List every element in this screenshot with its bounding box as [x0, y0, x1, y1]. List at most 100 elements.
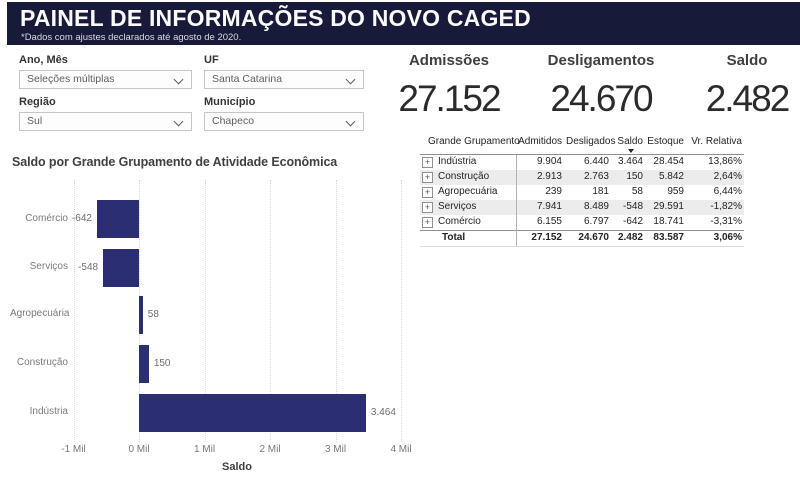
table-cell: 8.489 [583, 201, 609, 213]
table-row[interactable]: + Indústria 9.904 6.440 3.464 28.454 13,86% [420, 154, 744, 170]
filter-label: Ano, Mês [19, 54, 68, 66]
table-cell: 150 [626, 171, 643, 183]
table-row[interactable]: + Serviços 7.941 8.489 -548 29.591 -1,82% [420, 200, 744, 215]
table-cell: 6.155 [536, 216, 562, 228]
dropdown-value: Seleções múltiplas [27, 73, 115, 85]
ano-mes-dropdown[interactable]: Seleções múltiplas [19, 70, 192, 89]
table-cell: 2.763 [583, 171, 609, 183]
table-cell: Total [420, 230, 517, 247]
bar-value-label: 150 [153, 357, 171, 369]
bar-comercio[interactable] [96, 200, 139, 238]
table-cell: 181 [592, 186, 609, 198]
category-label: Indústria [29, 406, 68, 417]
chevron-down-icon [345, 74, 356, 85]
expand-icon[interactable]: + [422, 172, 433, 183]
kpi-desligamentos: Desligamentos 24.670 [516, 52, 686, 120]
table-cell: + Agropecuária [420, 185, 517, 200]
x-tick-label: 4 Mil [390, 444, 412, 455]
expand-icon[interactable]: + [422, 202, 433, 213]
table-cell: -1,82% [710, 201, 742, 213]
table-cell: 5.842 [658, 171, 684, 183]
table-cell: 9.904 [536, 156, 562, 168]
bar-industria[interactable] [139, 393, 366, 432]
x-tick-label: 2 Mil [259, 444, 281, 455]
bar-agropecuaria[interactable] [139, 295, 143, 334]
table-cell: 6.440 [583, 156, 609, 168]
filter-label: Município [204, 96, 256, 108]
table-cell: 24.670 [564, 230, 611, 247]
kpi-label: Desligamentos [547, 52, 655, 69]
table-cell: 13,86% [708, 156, 742, 168]
column-header-grande-grupamento[interactable]: Grande Grupamento [420, 133, 520, 155]
table-cell: -3,31% [710, 216, 742, 228]
table-cell: + Construção [420, 170, 517, 185]
column-header-vr-relativa[interactable]: Vr. Relativa [686, 133, 744, 155]
table-row[interactable]: + Comércio 6.155 6.797 -642 18.741 -3,31% [420, 215, 744, 231]
table-cell: 2,64% [713, 171, 742, 183]
kpi-label: Saldo [726, 52, 768, 69]
chart-title: Saldo por Grande Grupamento de Atividade… [12, 155, 338, 169]
filter-label: Região [19, 96, 56, 108]
bar-servicos[interactable] [103, 248, 139, 287]
kpi-value: 2.482 [705, 78, 791, 119]
bar-value-label: -548 [78, 261, 99, 273]
table-cell: 83.587 [645, 230, 686, 247]
filter-regiao: Região Sul [19, 96, 192, 131]
kpi-label: Admissões [408, 52, 490, 69]
expand-icon[interactable]: + [422, 157, 433, 168]
uf-dropdown[interactable]: Santa Catarina [204, 70, 364, 89]
table-cell: 29.591 [653, 201, 684, 213]
gridline [270, 180, 271, 442]
column-header-desligados[interactable]: Desligados [564, 133, 615, 155]
column-header-admitidos[interactable]: Admitidos [516, 133, 564, 155]
expand-icon[interactable]: + [422, 217, 433, 228]
expand-icon[interactable]: + [422, 187, 433, 198]
table-cell: 3,06% [686, 230, 744, 247]
kpi-value: 27.152 [398, 78, 501, 119]
table-cell: 58 [631, 186, 643, 198]
saldo-bar-chart: Saldo por Grande Grupamento de Atividade… [10, 150, 412, 484]
table-row[interactable]: + Agropecuária 239 181 58 959 6,44% [420, 185, 744, 200]
bar-construcao[interactable] [139, 344, 149, 383]
dropdown-value: Sul [27, 115, 43, 127]
sort-descending-icon [628, 149, 634, 153]
table-cell: 6.797 [583, 216, 609, 228]
regiao-dropdown[interactable]: Sul [19, 112, 192, 131]
municipio-dropdown[interactable]: Chapeco [204, 112, 364, 131]
table-cell: + Serviços [420, 200, 517, 215]
table-header-row: Grande Grupamento Admitidos Desligados S… [420, 133, 744, 155]
bar-value-label: 3.464 [370, 406, 396, 418]
x-tick-label: -1 Mil [61, 444, 86, 455]
category-label: Construção [16, 357, 68, 368]
gridline [204, 180, 206, 442]
table-cell: -642 [622, 216, 643, 228]
x-axis-label: Saldo [222, 461, 252, 473]
table-cell: 2.913 [536, 171, 562, 183]
filter-ano-mes: Ano, Mês Seleções múltiplas [19, 54, 192, 89]
gridline [401, 180, 402, 442]
table-cell: 6,44% [713, 186, 742, 198]
chevron-down-icon [345, 116, 356, 127]
kpi-value: 24.670 [550, 78, 653, 119]
column-header-saldo[interactable]: Saldo [611, 133, 645, 155]
kpi-admissoes: Admissões 27.152 [364, 52, 534, 120]
page-subtitle: *Dados com ajustes declarados até agosto… [21, 32, 242, 43]
dropdown-value: Chapeco [212, 115, 255, 127]
x-tick-label: 0 Mil [128, 444, 150, 455]
kpi-saldo: Saldo 2.482 [662, 52, 800, 120]
gridline [73, 180, 75, 442]
dropdown-value: Santa Catarina [212, 73, 283, 85]
header-bar: PAINEL DE INFORMAÇÕES DO NOVO CAGED *Dad… [7, 2, 800, 45]
table-cell: 18.741 [653, 216, 684, 228]
table-cell: -548 [622, 201, 643, 213]
table-cell: 959 [667, 186, 684, 198]
category-label: Agropecuária [10, 308, 70, 319]
filter-municipio: Município Chapeco [204, 96, 364, 131]
column-header-estoque[interactable]: Estoque [645, 133, 686, 155]
table-cell: 7.941 [536, 201, 562, 213]
table-row[interactable]: + Construção 2.913 2.763 150 5.842 2,64% [420, 170, 744, 185]
table-cell: + Indústria [420, 154, 517, 170]
table-total-row: Total 27.152 24.670 2.482 83.587 3,06% [420, 230, 744, 247]
filter-label: UF [204, 54, 219, 66]
